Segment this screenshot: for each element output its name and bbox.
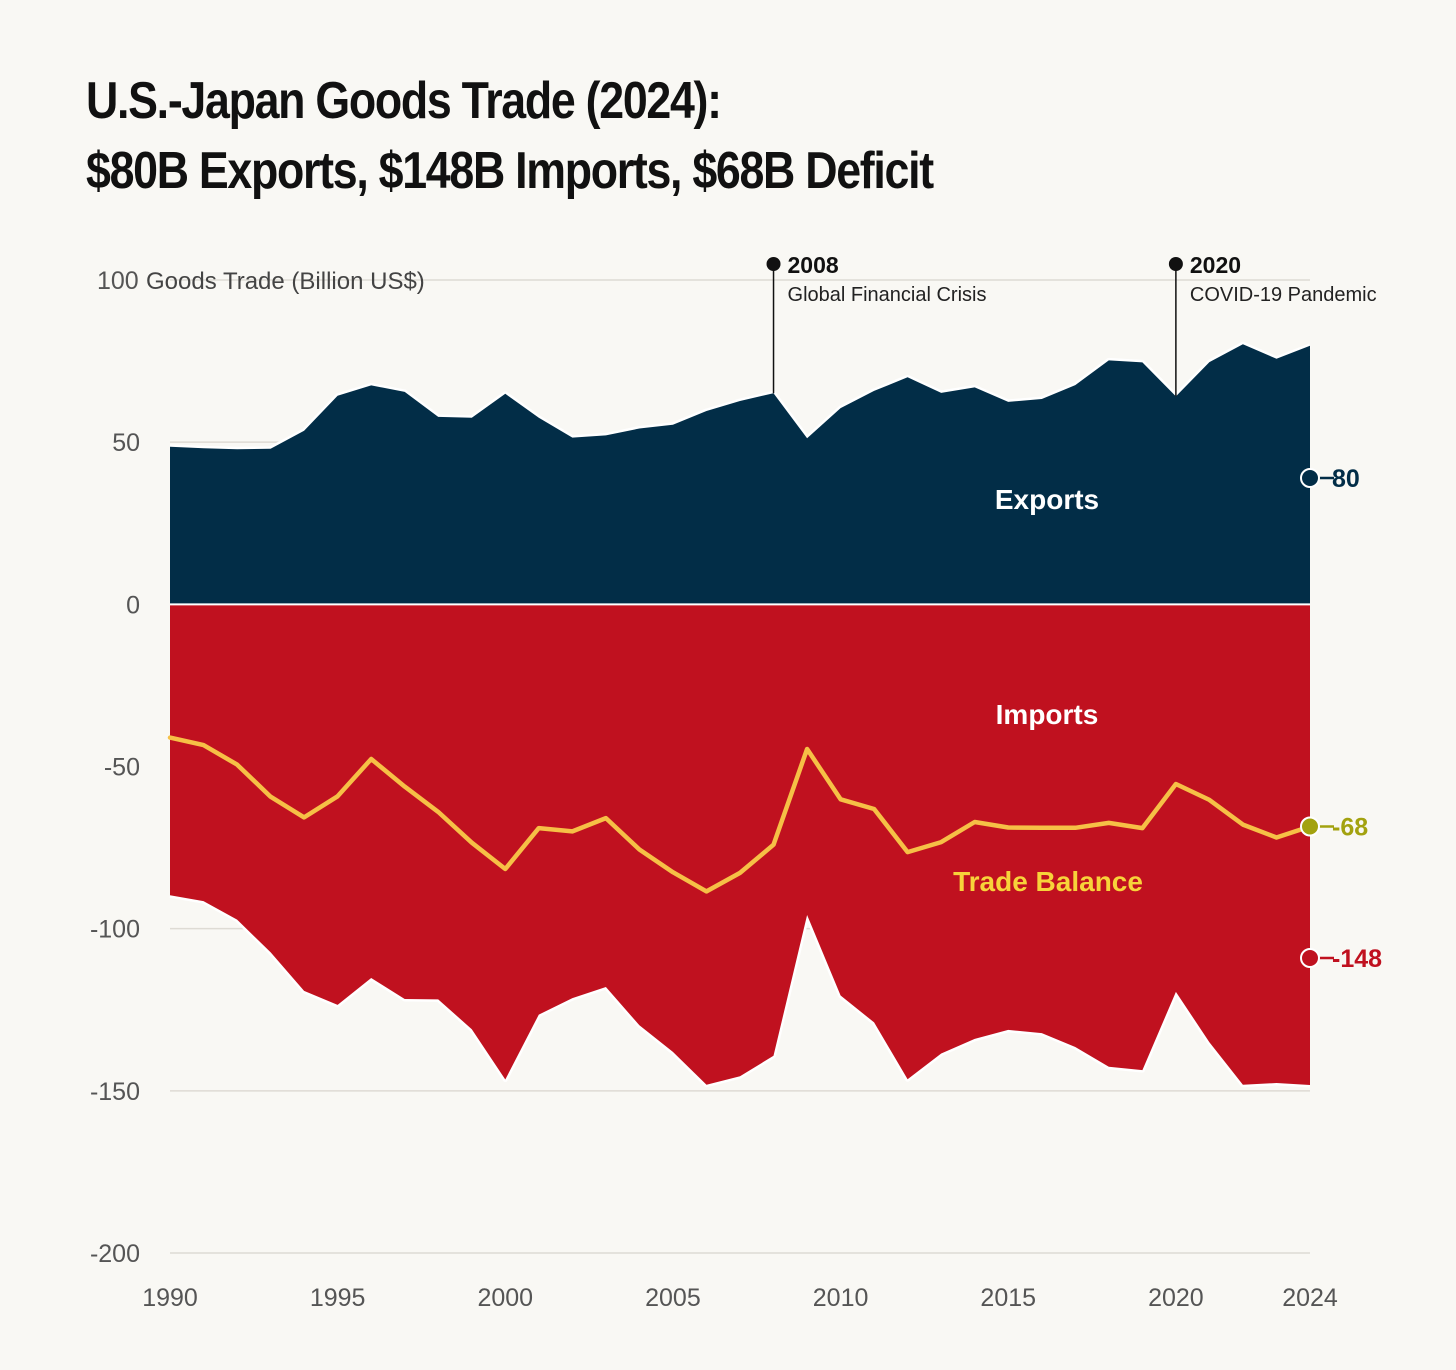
chart-title: U.S.-Japan Goods Trade (2024): $80B Expo…: [86, 66, 934, 206]
annotation-year-2020: 2020: [1190, 252, 1241, 278]
annotation-dot-2020: [1168, 257, 1183, 271]
x-tick-label-2024: 2024: [1282, 1284, 1338, 1312]
x-tick-label-2015: 2015: [980, 1284, 1036, 1312]
y-tick-label--100: -100: [90, 916, 140, 944]
trade-balance-label: Trade Balance: [953, 866, 1143, 897]
end-value-balance: -68: [1332, 814, 1368, 842]
imports-label: Imports: [996, 699, 1099, 730]
x-tick-label-1995: 1995: [310, 1284, 366, 1312]
annotation-dot-2008: [766, 257, 781, 271]
imports-area: [170, 604, 1310, 1085]
end-marker-imports: [1300, 948, 1320, 968]
y-tick-label-50: 50: [112, 429, 140, 457]
x-tick-label-2005: 2005: [645, 1284, 701, 1312]
end-marker-exports: [1300, 468, 1320, 488]
title-line-1: U.S.-Japan Goods Trade (2024):: [86, 72, 722, 130]
y-tick-label--200: -200: [90, 1240, 140, 1268]
x-tick-label-2010: 2010: [813, 1284, 869, 1312]
series-labels: Exports Imports Trade Balance: [953, 484, 1143, 897]
exports-area: [170, 344, 1310, 605]
end-value-markers: 80 -68 -148: [1300, 465, 1382, 973]
annotation-year-2008: 2008: [788, 252, 839, 278]
annotation-desc-2020: COVID-19 Pandemic: [1190, 284, 1377, 306]
x-tick-label-2020: 2020: [1148, 1284, 1204, 1312]
end-value-imports: -148: [1332, 945, 1382, 973]
end-value-exports: 80: [1332, 465, 1360, 493]
y-axis-title: Goods Trade (Billion US$): [146, 268, 425, 295]
title-line-2: $80B Exports, $148B Imports, $68B Defici…: [86, 142, 934, 200]
y-tick-label-0: 0: [126, 591, 140, 619]
axes: 100 50 0 -50 -100 -150 -200 Goods Trade (Billio…: [90, 267, 1338, 1312]
area-series: [169, 341, 1311, 1088]
event-annotations: 2008 Global Financial Crisis 2020 COVID-19 …: [766, 252, 1377, 397]
y-tick-label-100: 100: [97, 267, 139, 295]
x-tick-label-1990: 1990: [142, 1284, 198, 1312]
x-tick-label-2000: 2000: [477, 1284, 533, 1312]
y-tick-label--150: -150: [90, 1078, 140, 1106]
y-tick-label--50: -50: [104, 754, 140, 782]
annotation-desc-2008: Global Financial Crisis: [788, 284, 987, 306]
end-marker-balance: [1300, 816, 1320, 837]
exports-label: Exports: [995, 484, 1099, 515]
